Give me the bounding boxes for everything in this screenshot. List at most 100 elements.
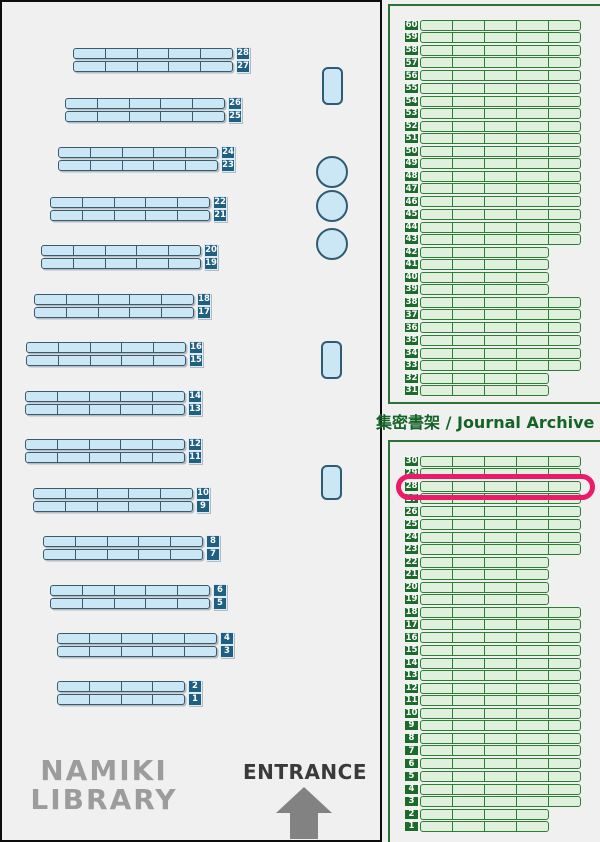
shelf-segment (83, 599, 115, 608)
shelf-segment (485, 234, 517, 244)
shelf-segment (549, 457, 580, 466)
shelf-segment (74, 62, 106, 71)
shelf-segment (27, 356, 59, 365)
shelf-bar (34, 307, 194, 318)
shelf-number-tag: 20 (204, 244, 218, 257)
shelf-row: 34 (404, 347, 581, 359)
shelf-number-tag: 7 (206, 548, 220, 561)
shelf-segment (485, 670, 517, 680)
shelf-segment (137, 259, 170, 268)
shelf-segment (549, 349, 580, 358)
shelf-segment (421, 570, 453, 579)
shelf-segment (421, 696, 453, 705)
shelf-segment (34, 489, 66, 498)
shelf-segment (517, 645, 549, 655)
shelf-bar (420, 569, 549, 580)
shelf-segment (453, 670, 485, 680)
shelf-segment (517, 348, 549, 358)
shelf-segment (59, 356, 91, 365)
shelf-bar (420, 57, 581, 69)
shelf-bar (65, 98, 225, 109)
shelf-number-tag: 27 (404, 493, 419, 505)
shelf-row: 12 (25, 438, 202, 451)
shelf-number-tag: 9 (196, 500, 210, 513)
shelf-row: 14 (25, 390, 202, 403)
shelf-segment (485, 595, 517, 605)
shelf-segment (485, 544, 517, 554)
shelf-segment (153, 405, 184, 414)
shelf-segment (106, 246, 138, 255)
shelf-number-tag: 25 (228, 110, 242, 123)
shelf-segment (549, 797, 580, 806)
shelf-number-tag: 56 (404, 70, 419, 82)
shelf-segment (146, 586, 179, 595)
shelf-segment (421, 134, 453, 143)
shelf-number-tag: 30 (404, 456, 419, 467)
round-table (316, 228, 348, 260)
shelf-segment (27, 343, 59, 352)
shelf-segment (139, 537, 172, 546)
shelf-row: 29 (404, 468, 581, 480)
shelf-segment (485, 298, 517, 308)
shelf-segment (485, 658, 517, 668)
shelf-segment (169, 259, 200, 268)
shelf-segment (485, 557, 517, 567)
shelf-segment (453, 58, 485, 68)
shelf-segment (421, 734, 453, 744)
shelf-number-tag: 54 (404, 95, 419, 107)
shelf-segment (99, 295, 131, 304)
shelf-number-tag: 20 (404, 582, 419, 593)
shelf-bar (420, 594, 549, 606)
shelf-bar (57, 646, 217, 657)
shelf-segment (58, 682, 90, 691)
shelf-row: 27 (73, 60, 250, 73)
shelf-segment (453, 121, 485, 131)
shelf-row: 47 (404, 183, 581, 195)
shelf-segment (549, 134, 580, 143)
shelf-segment (153, 392, 184, 401)
shelf-number-tag: 5 (213, 597, 227, 610)
shelf-segment (485, 83, 517, 93)
shelf-row: 21 (50, 209, 227, 222)
shelf-row: 38 (404, 297, 581, 309)
shelf-segment (549, 533, 580, 542)
shelf-segment (421, 260, 453, 269)
shelf-segment (453, 721, 485, 731)
shelf-bar (25, 439, 185, 450)
shelf-segment (115, 211, 147, 220)
shelf-segment (83, 198, 115, 207)
shelf-row: 43 (404, 233, 581, 245)
shelf-bar (50, 210, 210, 221)
shelf-number-tag: 24 (404, 531, 419, 543)
shelf-segment (421, 620, 453, 630)
shelf-number-tag: 18 (404, 607, 419, 619)
shelf-segment (517, 209, 549, 219)
shelf-segment (453, 348, 485, 358)
shelf-segment (171, 537, 202, 546)
shelf-row: 46 (404, 196, 581, 208)
shelf-segment (549, 336, 580, 345)
shelf-bar (420, 372, 549, 384)
shelf-segment (453, 310, 485, 320)
shelf-row: 18 (404, 607, 581, 619)
shelf-segment (26, 453, 58, 462)
shelf-segment (153, 647, 186, 656)
shelf-number-tag: 8 (404, 733, 419, 745)
shelf-segment (421, 209, 453, 219)
shelf-segment (121, 440, 154, 449)
shelf-segment (549, 684, 580, 693)
shelf-row: 7 (43, 548, 220, 561)
shelf-bar (420, 795, 581, 807)
shelf-segment (453, 658, 485, 668)
shelf-segment (485, 457, 517, 466)
shelf-number-tag: 17 (404, 619, 419, 631)
shelf-number-tag: 22 (213, 196, 227, 209)
shelf-segment (517, 360, 549, 370)
shelf-row: 57 (404, 57, 581, 69)
shelf-number-tag: 36 (404, 322, 419, 334)
shelf-number-tag: 53 (404, 107, 419, 119)
shelf-bar (41, 258, 201, 269)
shelf-segment (485, 260, 517, 269)
shelf-segment (90, 682, 122, 691)
shelf-segment (122, 695, 154, 704)
